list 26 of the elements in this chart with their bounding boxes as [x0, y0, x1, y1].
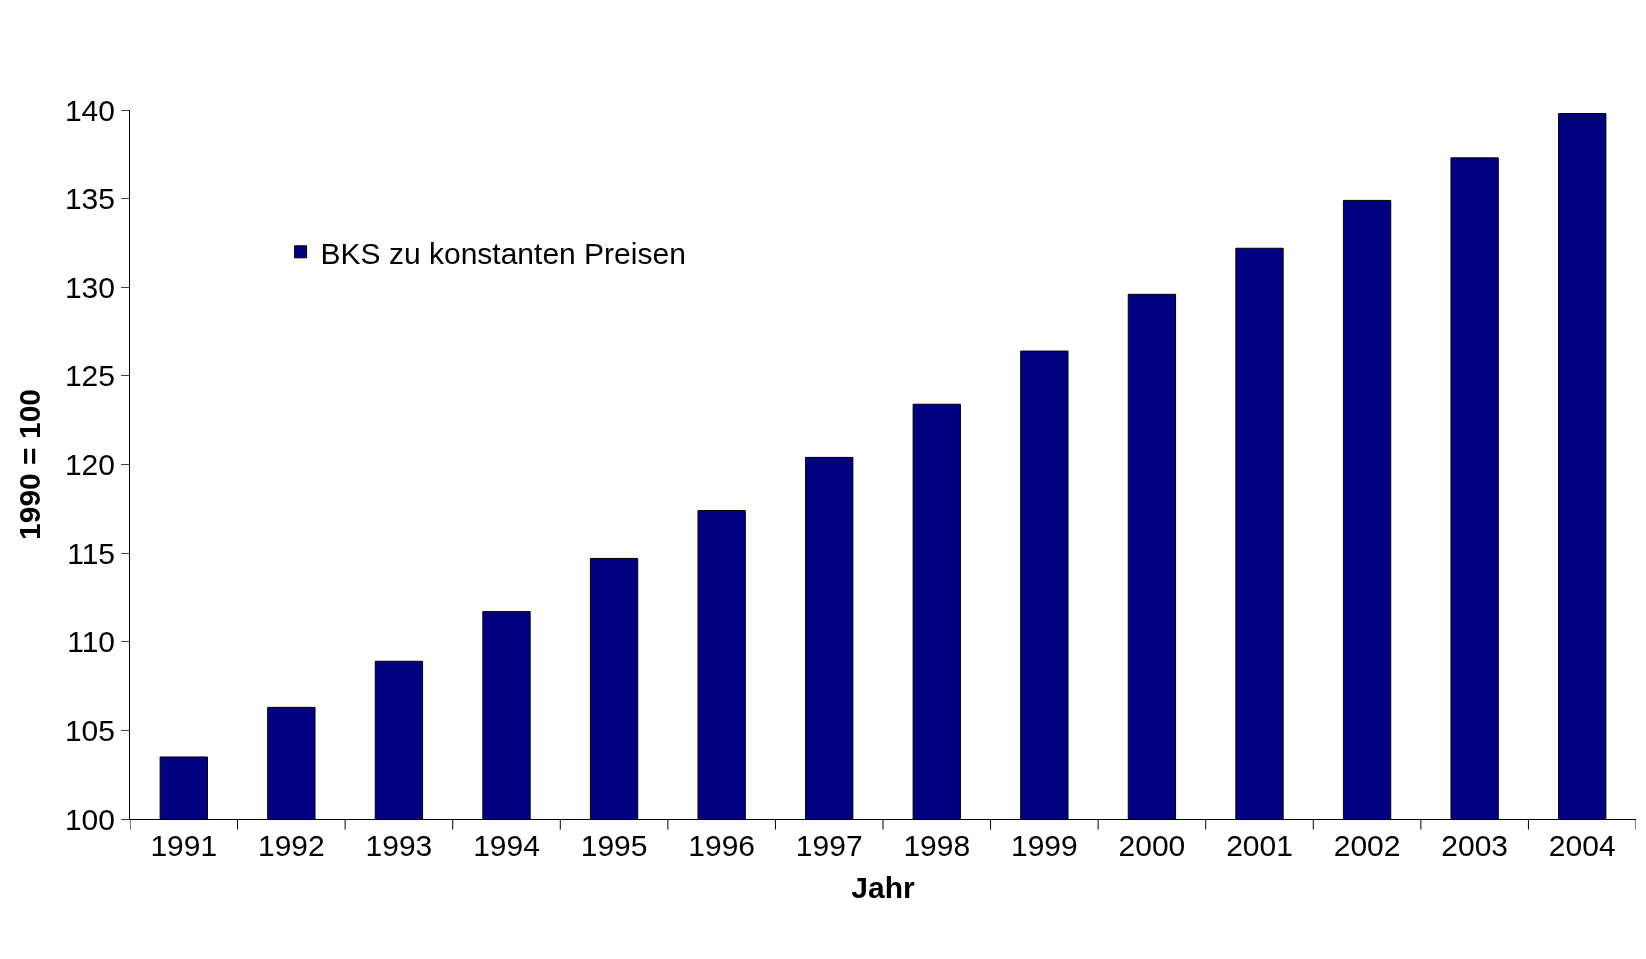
- x-tick-label: 2003: [1441, 829, 1509, 862]
- x-axis-title: Jahr: [851, 870, 916, 904]
- y-tick-label: 125: [64, 359, 115, 393]
- y-tick-label: 140: [64, 93, 115, 127]
- x-tick-label: 1991: [150, 829, 218, 862]
- x-tick-label: 1998: [903, 829, 971, 862]
- x-tick-label: 2001: [1226, 829, 1293, 862]
- y-tick-label: 130: [64, 270, 115, 304]
- y-tick-label: 120: [64, 448, 115, 481]
- legend-label: BKS zu konstanten Preisen: [320, 236, 686, 270]
- y-tick-label: 110: [67, 625, 115, 659]
- x-tick-label: 1994: [473, 829, 540, 862]
- y-tick-label: 135: [64, 182, 115, 216]
- x-tick-label: 2004: [1548, 829, 1616, 862]
- x-tick-label: 2000: [1118, 829, 1186, 862]
- x-tick-label: 1992: [257, 829, 325, 862]
- y-tick-label: 115: [67, 536, 115, 570]
- y-axis-title: 1990 = 100: [12, 389, 46, 540]
- x-tick-label: 1997: [795, 829, 863, 862]
- y-tick-label: 105: [64, 713, 115, 747]
- x-tick-label: 1993: [365, 829, 433, 862]
- x-tick-label: 1996: [688, 829, 756, 862]
- x-tick-label: 2002: [1333, 829, 1401, 862]
- x-tick-label: 1999: [1010, 829, 1078, 862]
- y-tick-label: 100: [64, 802, 115, 836]
- x-tick-label: 1995: [580, 829, 648, 862]
